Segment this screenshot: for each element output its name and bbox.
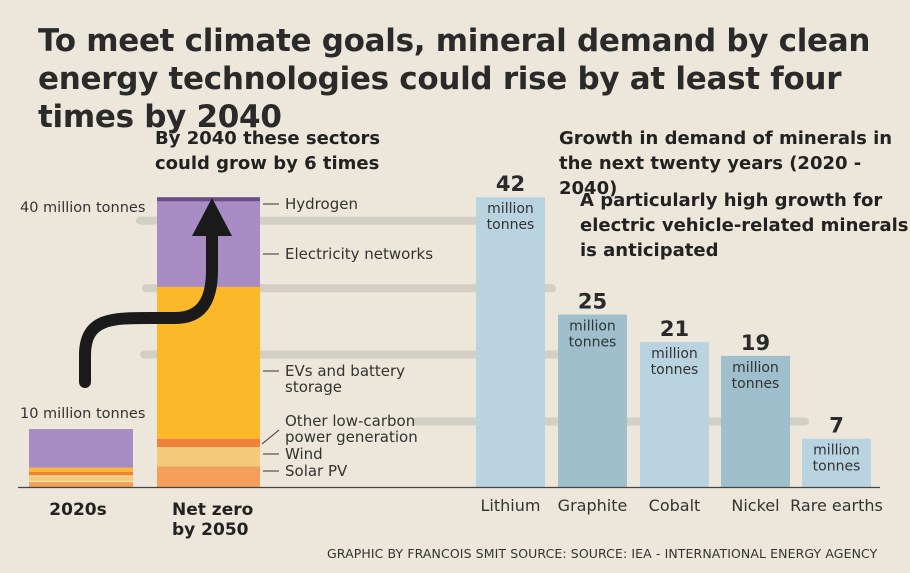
stack-segment-5 xyxy=(157,197,260,202)
stack-segment-0 xyxy=(29,481,133,487)
series-label: Hydrogen xyxy=(285,195,358,213)
mineral-bar xyxy=(558,314,627,487)
mineral-bar xyxy=(640,342,709,487)
right-subtitle: Growth in demand of minerals in the next… xyxy=(559,126,910,201)
series-label: storage xyxy=(285,378,342,396)
right-subtitle-line: Growth in demand of minerals in xyxy=(559,128,893,149)
series-label: Wind xyxy=(285,445,323,463)
mineral-unit-label: tonnes xyxy=(487,217,535,233)
mineral-category-label: Graphite xyxy=(558,496,628,515)
mineral-unit-label: million xyxy=(732,360,779,376)
mineral-value-label: 7 xyxy=(829,414,844,438)
y-tick-label: 10 million tonnes xyxy=(20,406,145,422)
series-label: power generation xyxy=(285,428,418,446)
left-subtitle: By 2040 these sectors could grow by 6 ti… xyxy=(155,126,380,176)
mineral-value-label: 21 xyxy=(660,317,689,341)
y-tick-label: 40 million tonnes xyxy=(20,200,145,216)
mineral-bar xyxy=(476,197,545,487)
series-label: Other low-carbon xyxy=(285,412,415,430)
category-label: 2020s xyxy=(49,500,106,520)
stack-segment-0 xyxy=(157,466,260,487)
stack-segment-3 xyxy=(157,286,260,439)
mineral-value-label: 19 xyxy=(741,331,770,355)
stack-segment-1 xyxy=(29,475,133,482)
leader-line xyxy=(261,429,280,445)
mineral-unit-label: million xyxy=(651,346,698,362)
mineral-unit-label: tonnes xyxy=(569,335,617,351)
series-label: Electricity networks xyxy=(285,245,433,263)
mineral-category-label: Nickel xyxy=(731,496,779,515)
category-label: by 2050 xyxy=(172,520,249,540)
mineral-unit-label: tonnes xyxy=(651,362,699,378)
stack-segment-2 xyxy=(157,438,260,447)
series-label: Solar PV xyxy=(285,462,348,480)
right-note: A particularly high growth for electric … xyxy=(580,188,909,263)
mineral-category-label: Cobalt xyxy=(649,496,701,515)
mineral-unit-label: tonnes xyxy=(813,459,861,475)
right-subtitle-line: the next twenty years (2020 - 2040) xyxy=(559,153,862,199)
stack-segment-2 xyxy=(29,471,133,476)
mineral-category-label: Lithium xyxy=(481,496,541,515)
right-note-line: A particularly high growth for xyxy=(580,190,883,211)
mineral-unit-label: million xyxy=(569,319,616,335)
category-label: Net zero xyxy=(172,500,253,520)
mineral-value-label: 42 xyxy=(496,172,525,196)
mineral-unit-label: tonnes xyxy=(732,376,780,392)
mineral-unit-label: million xyxy=(487,201,534,217)
mineral-value-label: 25 xyxy=(578,290,607,314)
growth-arrow-shaft xyxy=(79,226,218,388)
mineral-bar xyxy=(721,355,790,487)
mineral-bar xyxy=(802,438,871,487)
credit-line: GRAPHIC BY FRANCOIS SMIT SOURCE: SOURCE:… xyxy=(327,546,878,561)
series-label: EVs and battery xyxy=(285,362,405,380)
right-note-line: is anticipated xyxy=(580,240,719,261)
stack-segment-4 xyxy=(29,429,133,468)
mineral-unit-label: million xyxy=(813,443,860,459)
right-note-line: electric vehicle-related minerals xyxy=(580,215,909,236)
annotation-layer xyxy=(79,198,232,388)
stack-segment-3 xyxy=(29,467,133,472)
chart-title: To meet climate goals, mineral demand by… xyxy=(38,23,871,135)
left-subtitle-line: could grow by 6 times xyxy=(155,153,380,174)
left-subtitle-line: By 2040 these sectors xyxy=(155,128,381,149)
stack-segment-1 xyxy=(157,446,260,467)
mineral-category-label: Rare earths xyxy=(790,496,883,515)
growth-arrow-head xyxy=(192,198,232,236)
